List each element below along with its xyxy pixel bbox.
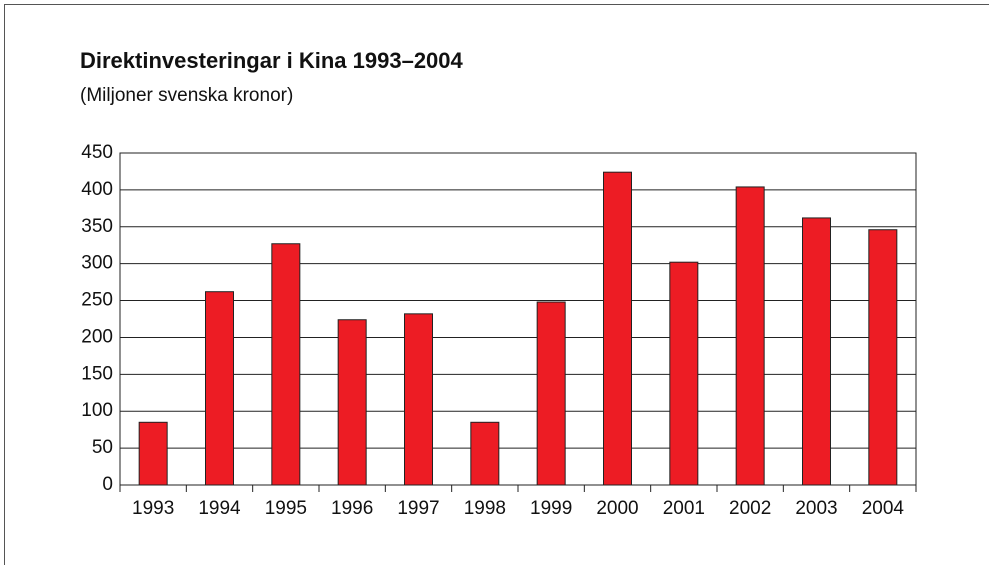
y-tick-label: 200 (81, 326, 113, 347)
bar (802, 217, 831, 486)
chart-title: Direktinvesteringar i Kina 1993–2004 (80, 48, 464, 73)
x-tick-label: 1999 (530, 498, 572, 519)
y-tick-label: 300 (81, 253, 113, 274)
bar (337, 319, 367, 486)
bar (868, 229, 898, 486)
bar (205, 291, 234, 486)
bar (271, 243, 301, 486)
bar (138, 421, 168, 486)
y-tick-label: 50 (92, 437, 113, 458)
x-tick-label: 2000 (596, 498, 638, 519)
x-tick-label: 1993 (132, 498, 174, 519)
y-tick-label: 350 (81, 216, 113, 237)
y-tick-label: 450 (81, 142, 113, 163)
bar (669, 261, 699, 486)
x-tick-label: 2001 (663, 498, 705, 519)
frame (4, 4, 989, 565)
x-tick-label: 2003 (795, 498, 837, 519)
chart-subtitle: (Miljoner svenska kronor) (80, 85, 293, 106)
bar (603, 171, 632, 486)
x-tick-label: 1998 (464, 498, 506, 519)
x-tick-label: 2004 (862, 498, 905, 519)
x-tick-label: 1997 (397, 498, 439, 519)
bar (735, 186, 765, 486)
y-tick-label: 100 (81, 400, 113, 421)
plot-border (119, 152, 917, 486)
y-tick-label: 400 (81, 179, 113, 200)
y-tick-label: 150 (81, 363, 113, 384)
x-tick-label: 2002 (729, 498, 771, 519)
y-tick-label: 0 (102, 474, 113, 495)
bar (470, 421, 500, 486)
x-tick-label: 1995 (265, 498, 307, 519)
bar (404, 313, 433, 486)
x-tick-label: 1996 (331, 498, 373, 519)
x-tick-label: 1994 (198, 498, 241, 519)
bar (536, 301, 566, 486)
y-tick-label: 250 (81, 290, 113, 311)
